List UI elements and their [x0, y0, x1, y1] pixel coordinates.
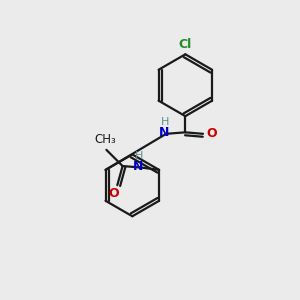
Text: H: H — [160, 117, 169, 127]
Text: N: N — [159, 126, 169, 139]
Text: CH₃: CH₃ — [94, 133, 116, 146]
Text: O: O — [108, 187, 119, 200]
Text: N: N — [133, 160, 144, 173]
Text: O: O — [207, 127, 218, 140]
Text: Cl: Cl — [179, 38, 192, 51]
Text: H: H — [135, 151, 144, 161]
